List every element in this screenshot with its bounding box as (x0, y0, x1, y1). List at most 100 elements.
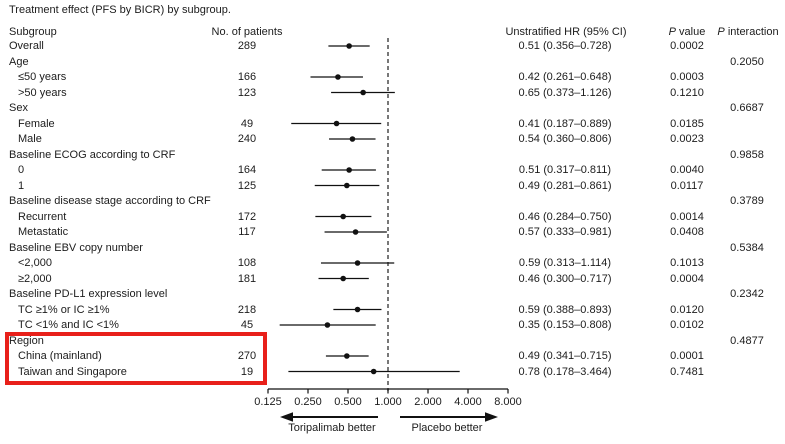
row-patient-count: 181 (237, 272, 257, 285)
figure-title: Treatment effect (PFS by BICR) by subgro… (9, 4, 231, 16)
row-label: Female (18, 117, 55, 130)
axis-tick-label: 0.500 (334, 396, 362, 408)
point-estimate-dot (344, 353, 350, 359)
row-label: Baseline disease stage according to CRF (9, 195, 211, 207)
row-p-value: 0.0002 (670, 40, 704, 52)
row-label: Baseline PD-L1 expression level (9, 288, 168, 300)
row-label: Male (18, 133, 42, 145)
row-patient-count: 108 (237, 257, 257, 269)
row-hr-ci: 0.59 (0.313–1.114) (518, 257, 612, 269)
axis-tick-label: 0.125 (254, 396, 282, 408)
row-hr-ci: 0.41 (0.187–0.889) (518, 117, 612, 130)
row-hr-ci: 0.46 (0.300–0.717) (518, 272, 612, 285)
row-p-value: 0.0120 (670, 303, 704, 316)
row-p-value: 0.0023 (670, 133, 704, 145)
point-estimate-dot (354, 260, 361, 266)
axis-tick-label: 1.000 (374, 396, 402, 408)
point-estimate-dot (352, 229, 359, 235)
row-hr-ci: 0.78 (0.178–3.464) (518, 365, 612, 378)
column-header-patients: No. of patients (211, 26, 283, 38)
row-label: Recurrent (18, 210, 67, 223)
point-estimate-dot (344, 182, 350, 189)
point-estimate-dot (370, 368, 377, 375)
row-p-value: 0.0185 (670, 117, 704, 130)
row-label: ≤50 years (18, 71, 67, 83)
row-hr-ci: 0.54 (0.360–0.806) (518, 133, 612, 145)
column-header-subgroup: Subgroup (9, 26, 57, 38)
row-label: Region (9, 334, 44, 347)
row-p-value: 0.0003 (670, 71, 704, 83)
p-value-italic-p: P (668, 26, 676, 38)
row-p-interaction: 0.2050 (730, 55, 764, 68)
row-patient-count: 218 (237, 303, 257, 316)
row-p-interaction: 0.9858 (730, 148, 764, 161)
row-patient-count: 49 (240, 117, 254, 130)
point-estimate-dot (354, 306, 361, 313)
row-label: >50 years (18, 86, 67, 99)
row-p-value: 0.0117 (670, 179, 704, 192)
row-patient-count: 45 (240, 319, 254, 331)
row-label: 1 (18, 179, 25, 192)
row-hr-ci: 0.51 (0.356–0.728) (518, 40, 612, 52)
column-header-p-value: P value (647, 25, 727, 39)
axis-tick-label: 8.000 (494, 396, 522, 408)
column-header-hr-ci: Unstratified HR (95% CI) (505, 26, 627, 38)
row-patient-count: 240 (237, 133, 257, 145)
column-header-p-interaction: P interaction (688, 25, 785, 39)
row-p-value: 0.1210 (670, 86, 704, 99)
row-hr-ci: 0.65 (0.373–1.126) (518, 86, 612, 99)
row-hr-ci: 0.49 (0.341–0.715) (518, 350, 612, 362)
point-estimate-dot (340, 275, 346, 282)
row-patient-count: 125 (237, 179, 257, 192)
p-value-rest: value (675, 26, 706, 38)
row-patient-count: 172 (237, 210, 257, 223)
row-p-value: 0.0408 (670, 226, 704, 238)
row-label: <2,000 (18, 257, 52, 269)
axis-tick-label: 2.000 (414, 396, 442, 408)
row-p-value: 0.0004 (670, 272, 704, 285)
p-interaction-rest: interaction (724, 26, 779, 38)
row-patient-count: 166 (237, 71, 257, 83)
row-label: Baseline EBV copy number (9, 241, 143, 254)
p-interaction-italic-p: P (717, 26, 725, 38)
point-estimate-dot (360, 89, 366, 96)
row-label: China (mainland) (18, 350, 102, 362)
right-arrow-label: Placebo better (411, 422, 483, 434)
point-estimate-dot (346, 167, 352, 173)
point-estimate-dot (335, 74, 341, 80)
row-patient-count: 289 (237, 40, 257, 52)
row-patient-count: 270 (237, 350, 257, 362)
row-hr-ci: 0.59 (0.388–0.893) (518, 303, 612, 316)
region-highlight-box (5, 332, 267, 385)
point-estimate-dot (340, 213, 346, 220)
row-label: 0 (18, 164, 25, 176)
axis-tick-label: 0.250 (294, 396, 322, 408)
row-p-value: 0.7481 (670, 365, 704, 378)
row-hr-ci: 0.57 (0.333–0.981) (518, 226, 612, 238)
row-patient-count: 117 (238, 226, 256, 238)
row-hr-ci: 0.51 (0.317–0.811) (518, 164, 612, 176)
row-p-interaction: 0.5384 (730, 241, 764, 254)
row-p-interaction: 0.2342 (730, 288, 764, 300)
row-p-interaction: 0.4877 (730, 334, 764, 347)
row-label: Taiwan and Singapore (18, 365, 127, 378)
point-estimate-dot (349, 136, 356, 142)
point-estimate-dot (333, 120, 340, 127)
row-patient-count: 164 (237, 164, 257, 176)
row-p-interaction: 0.3789 (730, 195, 764, 207)
row-p-value: 0.0014 (670, 210, 704, 223)
row-label: Age (9, 55, 29, 68)
row-patient-count: 19 (240, 365, 254, 378)
row-hr-ci: 0.42 (0.261–0.648) (518, 71, 612, 83)
row-label: TC <1% and IC <1% (18, 319, 119, 331)
row-hr-ci: 0.49 (0.281–0.861) (518, 179, 612, 192)
row-label: Metastatic (18, 226, 69, 238)
row-label: Sex (9, 102, 28, 114)
point-estimate-dot (324, 322, 331, 328)
row-hr-ci: 0.35 (0.153–0.808) (518, 319, 612, 331)
row-p-value: 0.0040 (670, 164, 704, 176)
row-p-value: 0.1013 (670, 257, 704, 269)
row-p-value: 0.0001 (670, 350, 704, 362)
row-label: TC ≥1% or IC ≥1% (18, 303, 110, 316)
